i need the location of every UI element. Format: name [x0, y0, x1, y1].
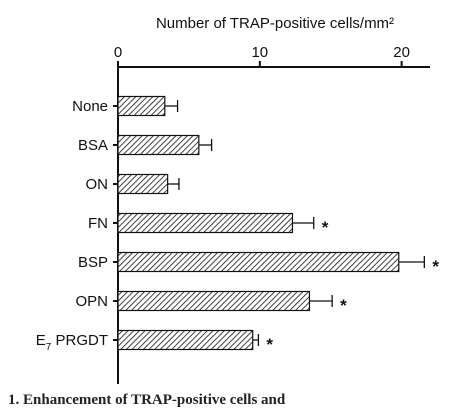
bar	[117, 290, 311, 312]
significance-marker: *	[340, 296, 347, 315]
figure-caption-fragment: 1. Enhancement of TRAP-positive cells an…	[8, 392, 286, 408]
bar	[117, 95, 166, 117]
bar	[117, 212, 294, 234]
y-tick-label: E7 PRGDT	[36, 332, 108, 353]
y-tick-label: FN	[88, 215, 108, 232]
x-axis: 0 10 20	[114, 44, 430, 68]
significance-marker: *	[322, 218, 329, 237]
x-tick-label: 20	[393, 44, 410, 61]
x-tick-label: 0	[114, 44, 122, 61]
y-tick-label: None	[72, 98, 108, 115]
significance-marker: *	[432, 257, 439, 276]
x-tick-label: 10	[251, 44, 268, 61]
y-axis	[113, 67, 119, 384]
bars-group: * * * *	[117, 95, 439, 354]
y-tick-label: BSP	[78, 254, 108, 271]
bar	[117, 173, 169, 195]
y-tick-label: ON	[86, 176, 109, 193]
y-tick-label: BSA	[78, 137, 108, 154]
bar	[117, 134, 200, 156]
bar	[117, 251, 400, 273]
category-labels-group: None BSA ON FN BSP OPN E7 PRGDT	[36, 98, 108, 353]
significance-marker: *	[266, 335, 273, 354]
bar	[117, 329, 254, 351]
y-tick-label: OPN	[75, 293, 108, 310]
x-axis-title: Number of TRAP-positive cells/mm²	[156, 15, 394, 32]
